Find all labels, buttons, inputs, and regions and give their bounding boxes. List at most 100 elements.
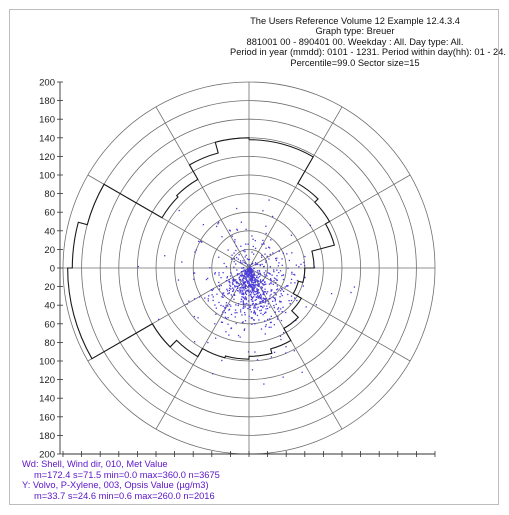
scatter-point <box>248 267 251 269</box>
scatter-point <box>250 311 252 313</box>
y-tick-label: 100 <box>39 357 55 368</box>
scatter-point <box>257 277 259 279</box>
scatter-point <box>254 311 256 313</box>
scatter-point <box>241 287 243 289</box>
scatter-point <box>256 287 258 290</box>
scatter-point <box>264 325 267 328</box>
scatter-point <box>294 297 296 299</box>
scatter-point <box>260 286 262 288</box>
scatter-point <box>353 286 356 288</box>
scatter-point <box>212 373 214 375</box>
scatter-point <box>251 286 253 288</box>
scatter-point <box>251 270 253 272</box>
scatter-point <box>226 276 229 278</box>
scatter-point <box>261 256 263 258</box>
scatter-point <box>244 306 246 308</box>
header-date-range: 881001 00 - 890401 00. Weekday : All. Da… <box>246 36 464 47</box>
scatter-point <box>264 281 266 284</box>
scatter-point <box>231 287 234 289</box>
scatter-point <box>251 251 253 253</box>
scatter-point <box>205 278 208 281</box>
scatter-point <box>237 287 239 289</box>
scatter-point <box>234 312 236 314</box>
scatter-point <box>241 286 244 288</box>
scatter-point <box>229 275 232 277</box>
scatter-point <box>281 258 283 260</box>
scatter-point <box>251 275 253 277</box>
scatter-point <box>251 298 254 300</box>
scatter-point <box>229 282 231 284</box>
scatter-point <box>279 290 282 292</box>
scatter-point <box>258 284 260 286</box>
scatter-point <box>259 297 261 299</box>
scatter-point <box>261 254 263 257</box>
scatter-point <box>245 285 247 287</box>
scatter-point <box>181 261 183 263</box>
scatter-point <box>235 282 238 284</box>
scatter-point <box>212 296 214 298</box>
scatter-point <box>273 292 275 294</box>
scatter-point <box>245 293 247 296</box>
scatter-point <box>280 301 282 303</box>
scatter-point <box>265 300 267 303</box>
scatter-point <box>276 279 278 281</box>
scatter-point <box>301 371 303 373</box>
scatter-point <box>270 280 272 282</box>
scatter-point <box>280 293 282 295</box>
scatter-point <box>248 273 250 275</box>
scatter-point <box>248 274 250 276</box>
scatter-point <box>202 224 204 226</box>
scatter-point <box>281 289 283 291</box>
scatter-point <box>259 264 261 266</box>
scatter-point <box>247 276 249 278</box>
scatter-point <box>260 309 262 311</box>
scatter-point <box>215 307 217 309</box>
scatter-point <box>260 274 262 276</box>
scatter-point <box>244 280 246 283</box>
scatter-point <box>244 272 246 274</box>
scatter-point <box>252 273 255 276</box>
scatter-point <box>244 320 247 322</box>
scatter-point <box>263 243 265 245</box>
scatter-point <box>270 239 272 241</box>
scatter-point <box>295 264 297 266</box>
scatter-point <box>227 317 229 319</box>
scatter-point <box>225 302 228 304</box>
scatter-point <box>248 280 250 282</box>
scatter-point <box>257 272 259 274</box>
scatter-point <box>215 337 217 339</box>
scatter-point <box>244 286 246 288</box>
scatter-point <box>298 266 300 268</box>
scatter-point <box>236 274 239 276</box>
scatter-point <box>251 263 253 265</box>
scatter-point <box>276 318 279 320</box>
scatter-point <box>240 291 242 293</box>
scatter-point <box>242 279 244 281</box>
scatter-point <box>250 280 252 282</box>
scatter-point <box>247 264 249 266</box>
scatter-point <box>282 376 284 378</box>
scatter-point <box>248 268 250 270</box>
scatter-point <box>244 312 246 314</box>
scatter-point <box>254 280 257 282</box>
scatter-point <box>291 273 293 275</box>
y-tick-label: 180 <box>39 96 55 107</box>
scatter-point <box>248 285 250 287</box>
scatter-point <box>261 263 263 266</box>
scatter-point <box>243 307 245 309</box>
scatter-point <box>250 295 252 297</box>
scatter-point <box>247 243 249 245</box>
scatter-point <box>281 294 283 297</box>
scatter-point <box>263 284 266 286</box>
scatter-point <box>300 263 302 265</box>
scatter-point <box>221 321 224 323</box>
y-tick-label: 140 <box>39 133 55 144</box>
scatter-point <box>253 274 256 276</box>
scatter-point <box>254 284 256 286</box>
scatter-point <box>270 356 272 358</box>
scatter-point <box>243 283 245 285</box>
scatter-point <box>271 289 273 291</box>
scatter-point <box>254 305 256 307</box>
scatter-point <box>261 288 263 290</box>
scatter-point <box>236 285 239 288</box>
